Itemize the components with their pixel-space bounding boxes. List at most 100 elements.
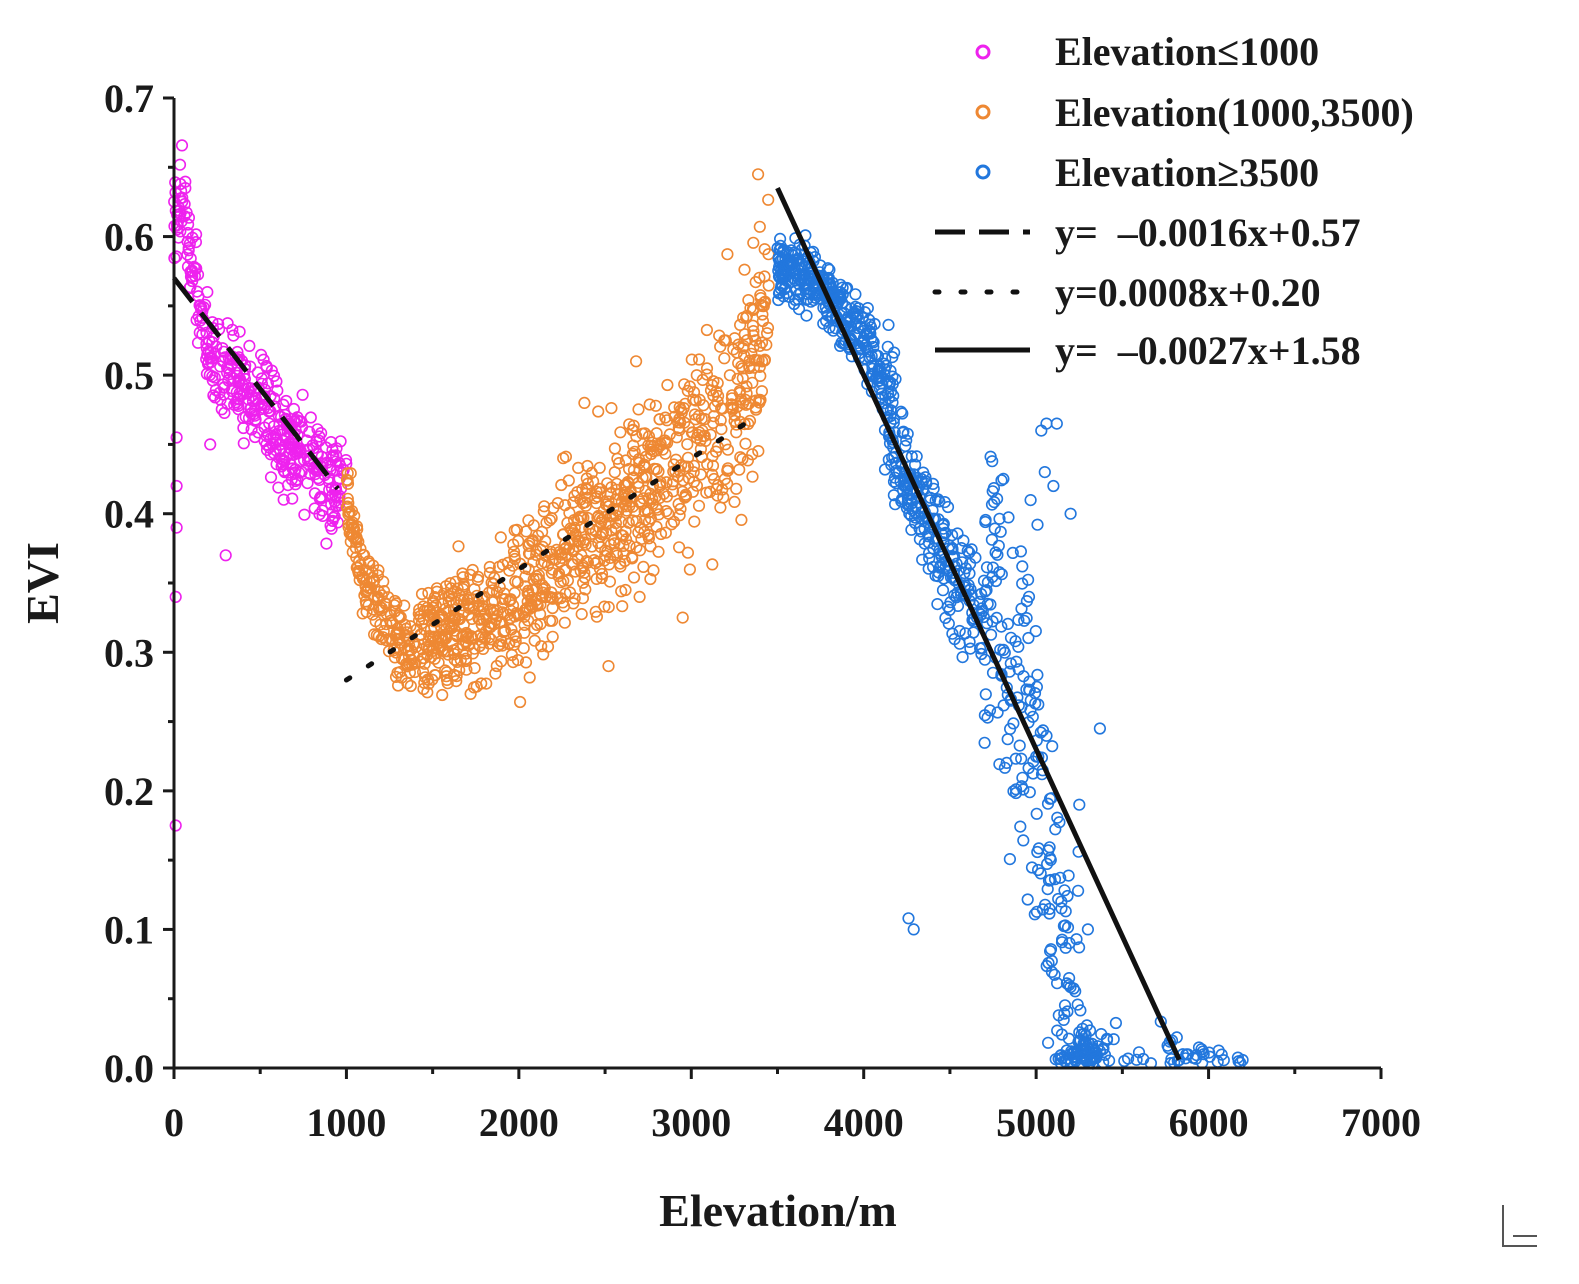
- data-point: [585, 466, 598, 480]
- data-point: [860, 328, 873, 342]
- data-point: [752, 354, 765, 367]
- data-point: [227, 329, 240, 342]
- data-point: [990, 611, 1003, 625]
- data-point: [1001, 617, 1015, 631]
- data-point: [789, 266, 803, 280]
- data-point: [301, 477, 314, 490]
- data-point: [1004, 657, 1017, 670]
- data-point: [1070, 933, 1083, 946]
- data-point: [377, 624, 390, 638]
- data-point: [899, 439, 912, 453]
- data-point: [1189, 1052, 1202, 1065]
- data-point: [274, 438, 287, 451]
- data-point: [731, 372, 744, 386]
- data-point: [1002, 511, 1015, 524]
- data-point: [333, 456, 346, 469]
- data-point: [484, 603, 497, 616]
- data-point: [644, 443, 657, 456]
- data-point: [905, 450, 918, 463]
- data-point: [721, 248, 734, 261]
- data-point: [1012, 663, 1025, 676]
- data-point: [1046, 740, 1059, 753]
- fit-line-solid: [775, 187, 1182, 1061]
- data-point: [263, 417, 276, 430]
- y-tick-label: 0.1: [104, 907, 154, 952]
- y-tick-label: 0.6: [104, 215, 154, 260]
- data-point: [417, 665, 430, 679]
- data-point: [590, 497, 603, 510]
- data-point: [1095, 1027, 1108, 1041]
- data-point: [1004, 631, 1018, 644]
- data-point: [946, 627, 959, 640]
- data-point: [679, 488, 692, 501]
- data-point: [170, 250, 183, 263]
- data-point: [1076, 1050, 1090, 1063]
- data-point-outlier: [1093, 722, 1106, 735]
- data-point: [728, 495, 741, 509]
- data-point: [175, 139, 189, 152]
- data-point: [801, 279, 814, 292]
- data-point: [821, 309, 835, 322]
- data-point: [507, 545, 521, 558]
- data-point: [653, 413, 666, 426]
- data-point: [1025, 861, 1039, 874]
- data-point: [633, 544, 647, 557]
- x-ticks: 0 1000 2000 3000 4000 5000 6000 7000: [164, 1068, 1421, 1145]
- data-point: [282, 466, 295, 479]
- data-point: [190, 228, 203, 241]
- data-point: [639, 484, 652, 498]
- data-point: [579, 533, 592, 546]
- data-point: [186, 270, 199, 283]
- y-tick-label: 0.5: [104, 353, 154, 398]
- data-point: [807, 294, 820, 307]
- data-point: [833, 291, 846, 305]
- data-point: [569, 565, 582, 578]
- data-point: [650, 427, 663, 440]
- data-point: [710, 385, 723, 398]
- data-point: [981, 711, 994, 724]
- data-point: [289, 415, 302, 429]
- legend-marker-high: [975, 164, 991, 180]
- data-point: [988, 522, 1001, 535]
- data-point: [287, 402, 301, 416]
- data-point: [1012, 640, 1025, 653]
- data-point: [1022, 631, 1035, 645]
- data-point: [598, 600, 611, 613]
- data-point: [849, 288, 862, 301]
- data-point: [1054, 871, 1067, 884]
- data-point: [389, 670, 403, 684]
- data-point: [1071, 998, 1084, 1011]
- data-point: [758, 243, 771, 256]
- data-point: [1010, 655, 1023, 668]
- data-point: [543, 514, 557, 527]
- data-point-outlier: [1035, 424, 1048, 437]
- data-point: [1031, 668, 1044, 682]
- data-point: [705, 379, 719, 392]
- data-point: [184, 252, 197, 265]
- data-point: [923, 494, 937, 507]
- data-point: [626, 514, 639, 527]
- data-point: [523, 547, 537, 560]
- data-point: [632, 526, 645, 539]
- data-point: [1130, 1053, 1143, 1066]
- data-point: [707, 416, 720, 430]
- data-point: [553, 545, 566, 559]
- data-point: [1034, 726, 1047, 739]
- axes: 0 1000 2000 3000 4000 5000 6000 7000 0.00.10.20…: [104, 76, 1421, 1145]
- data-point: [1058, 999, 1072, 1012]
- data-point: [1007, 785, 1020, 798]
- x-tick-label: 7000: [1341, 1100, 1421, 1145]
- data-point: [191, 336, 205, 349]
- data-point: [660, 476, 673, 489]
- data-point: [404, 679, 417, 693]
- data-point: [414, 610, 427, 623]
- data-point: [1020, 594, 1034, 608]
- data-point: [979, 513, 992, 527]
- data-point: [528, 634, 541, 647]
- data-point: [341, 492, 354, 505]
- data-point: [403, 639, 416, 652]
- data-point: [678, 378, 691, 391]
- y-tick-label: 0.4: [104, 492, 154, 537]
- data-point: [1059, 905, 1072, 918]
- data-point: [873, 360, 886, 373]
